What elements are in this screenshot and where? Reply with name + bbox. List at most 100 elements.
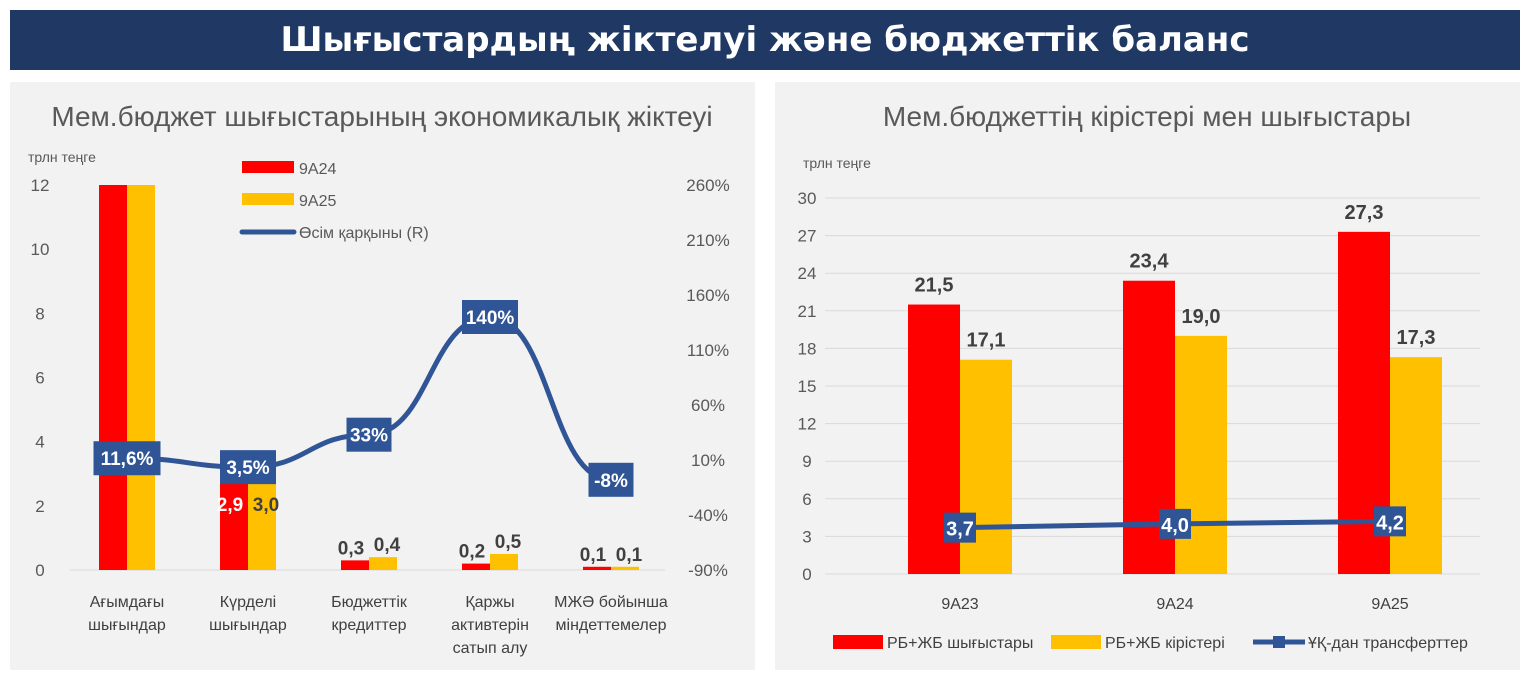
y-tick-label: 24: [798, 264, 817, 283]
transfer-marker: [1159, 508, 1191, 539]
unit-label: трлн теңге: [28, 149, 96, 165]
y2-tick-label: -40%: [688, 506, 728, 525]
transfer-marker: [944, 512, 976, 543]
bar-value-label: 19,0: [1182, 306, 1221, 328]
bar-value-label: 17,3: [1397, 327, 1436, 349]
bar-9А25: [490, 553, 518, 570]
y2-tick-label: 160%: [686, 286, 729, 305]
bar-9А25: [611, 566, 639, 570]
bar-value-label: 0,1: [580, 545, 607, 566]
y-tick-label: 18: [798, 339, 817, 358]
bar-value-label: 0,2: [459, 542, 485, 563]
bar-value-label: 27,3: [1345, 202, 1384, 224]
legend-label: 9А25: [299, 193, 336, 210]
y-tick-label: 10: [31, 240, 50, 259]
y-tick-label: 27: [798, 227, 817, 246]
y-tick-label: 12: [31, 176, 50, 195]
bar-9А25: [369, 557, 397, 570]
x-tick-label: міндеттемелер: [556, 617, 667, 634]
left-chart-panel: Мем.бюджет шығыстарының экономикалық жік…: [10, 82, 755, 670]
chart-svg: Мем.бюджеттің кірістері мен шығыстары трл…: [798, 101, 1480, 652]
transfer-label: 4,0: [1161, 515, 1189, 537]
transfer-label: 4,2: [1376, 512, 1404, 534]
x-tick-label: МЖӘ бойынша: [554, 594, 668, 611]
y-tick-label: 0: [35, 561, 44, 580]
bar-value-label: 23,4: [1130, 251, 1170, 273]
bar-value-label: 17,1: [967, 330, 1006, 352]
right-chart-panel: Мем.бюджеттің кірістері мен шығыстары трл…: [775, 82, 1520, 670]
growth-line: [126, 314, 612, 483]
header-title: Шығыстардың жіктелуі және бюджеттік бала…: [280, 20, 1250, 60]
y2-tick-label: 110%: [687, 341, 729, 360]
growth-label: 140%: [466, 308, 515, 329]
legend-label: РБ+ЖБ шығыстары: [887, 635, 1033, 652]
y2-tick-label: 210%: [686, 231, 729, 250]
y-tick-label: 30: [798, 189, 817, 208]
x-tick-label: сатып алу: [453, 640, 528, 657]
legend-swatch-yellow: [242, 193, 294, 205]
x-tick-label: 9А24: [1156, 596, 1193, 613]
bar-9А24: [462, 563, 490, 570]
x-tick-label: 9А23: [941, 596, 978, 613]
page-header: Шығыстардың жіктелуі және бюджеттік бала…: [10, 10, 1520, 70]
bar-value-label: 0,3: [338, 538, 364, 559]
x-tick-label: шығындар: [88, 617, 166, 634]
unit-label: трлн теңге: [803, 155, 871, 171]
legend-label: 9А24: [299, 161, 336, 178]
bar-9А24: [583, 566, 611, 570]
bar-9А24: [341, 560, 369, 570]
y-tick-label: 6: [802, 490, 811, 509]
y-tick-label: 4: [35, 433, 44, 452]
y-tick-label: 8: [35, 304, 44, 323]
x-tick-label: шығындар: [209, 617, 287, 634]
legend-label: ҰҚ-дан трансферттер: [1308, 635, 1468, 652]
y2-tick-label: 260%: [686, 176, 729, 195]
transfer-marker: [1374, 506, 1406, 537]
growth-label: -8%: [594, 471, 628, 492]
bar-value-label: 0,1: [616, 545, 643, 566]
y-tick-label: 6: [35, 369, 44, 388]
x-tick-label: кредиттер: [332, 617, 407, 634]
chart-title: Мем.бюджет шығыстарының экономикалық жік…: [51, 101, 712, 132]
growth-label-box: [462, 300, 518, 334]
growth-label-box: [346, 417, 392, 452]
x-tick-label: Қаржы: [465, 594, 514, 611]
y-tick-label: 0: [802, 565, 811, 584]
y2-tick-label: 10%: [691, 451, 725, 470]
growth-label: 3,5%: [226, 458, 269, 479]
legend-label: Өсім қарқыны (R): [299, 225, 429, 242]
chart-title: Мем.бюджеттің кірістері мен шығыстары: [883, 101, 1411, 132]
bar-РБ+ЖБ кірістері: [1390, 357, 1442, 574]
growth-label-box: [220, 450, 276, 485]
bar-value-label: 21,5: [915, 275, 954, 297]
legend-label: РБ+ЖБ кірістері: [1105, 635, 1225, 652]
bar-9А25: [127, 185, 155, 570]
x-tick-label: Бюджеттік: [331, 594, 408, 611]
legend-swatch-red: [833, 635, 883, 649]
transfer-label: 3,7: [946, 519, 974, 541]
growth-label: 33%: [350, 426, 388, 447]
y2-tick-label: 60%: [691, 396, 725, 415]
bar-value-label: 3,0: [253, 495, 279, 516]
legend-swatch-red: [242, 161, 294, 173]
x-tick-label: активтерін: [451, 617, 529, 634]
chart-svg: Мем.бюджет шығыстарының экономикалық жік…: [28, 101, 730, 657]
growth-label-box: [588, 462, 634, 497]
y-tick-label: 15: [798, 377, 817, 396]
bar-9А24: [99, 185, 127, 570]
y-tick-label: 2: [35, 497, 44, 516]
y-tick-label: 21: [798, 302, 817, 321]
legend-swatch-yellow: [1051, 635, 1101, 649]
y-tick-label: 9: [802, 452, 811, 471]
growth-label-box: [93, 441, 161, 476]
x-tick-label: Ағымдағы: [90, 594, 165, 611]
legend-marker: [1273, 636, 1285, 648]
bar-value-label: 2,9: [217, 495, 243, 516]
growth-label: 11,6%: [101, 449, 154, 470]
x-tick-label: Күрделі: [220, 594, 276, 611]
bar-value-label: 0,4: [374, 535, 401, 556]
bar-9А24: [220, 476, 248, 570]
y-tick-label: 12: [798, 415, 817, 434]
bar-9А25: [248, 473, 276, 570]
y2-tick-label: -90%: [688, 561, 728, 580]
